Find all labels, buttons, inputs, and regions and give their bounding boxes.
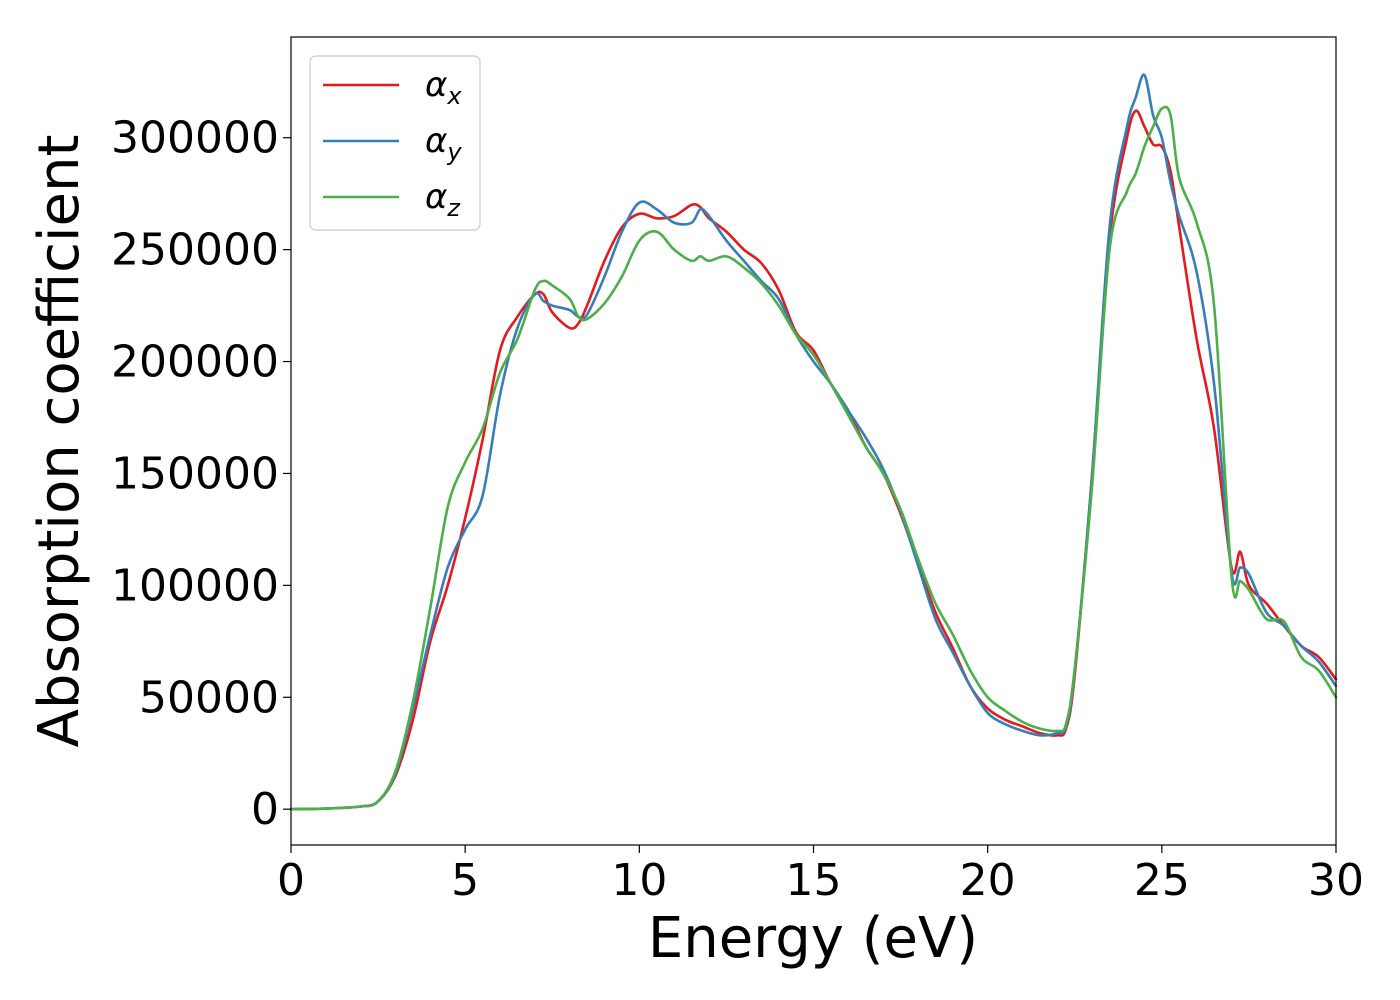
x-tick-label: 5 bbox=[451, 855, 479, 906]
legend-box bbox=[309, 55, 481, 231]
y-tick-label: 250000 bbox=[111, 225, 279, 276]
series-line-alpha-y bbox=[289, 73, 1338, 811]
x-tick-label: 25 bbox=[1134, 855, 1190, 906]
legend: αx αy αz bbox=[309, 55, 481, 231]
y-tick-label: 200000 bbox=[111, 337, 279, 388]
y-tick-label: 0 bbox=[251, 784, 279, 835]
x-tick-label: 30 bbox=[1308, 855, 1364, 906]
x-tick-label: 20 bbox=[960, 855, 1016, 906]
x-tick-label: 0 bbox=[277, 855, 305, 906]
y-tick-label: 300000 bbox=[111, 113, 279, 164]
y-tick-label: 150000 bbox=[111, 448, 279, 499]
y-tick-label: 100000 bbox=[111, 560, 279, 611]
legend-label-alpha-x: αx bbox=[425, 65, 462, 110]
x-tick-label: 15 bbox=[786, 855, 842, 906]
x-axis-ticks: 0 5 10 15 20 25 30 bbox=[277, 845, 1364, 906]
y-axis-ticks: 0 50000 100000 150000 200000 250000 300000 bbox=[111, 113, 291, 835]
legend-label-alpha-y: αy bbox=[425, 121, 462, 166]
x-axis-title: Energy (eV) bbox=[648, 906, 978, 971]
x-tick-label: 10 bbox=[611, 855, 667, 906]
series-lines bbox=[289, 73, 1338, 811]
legend-label-alpha-z: αz bbox=[425, 177, 461, 222]
y-axis-title: Absorption coefficient bbox=[27, 135, 92, 748]
series-line-alpha-z bbox=[289, 105, 1338, 811]
y-tick-label: 50000 bbox=[139, 672, 279, 723]
